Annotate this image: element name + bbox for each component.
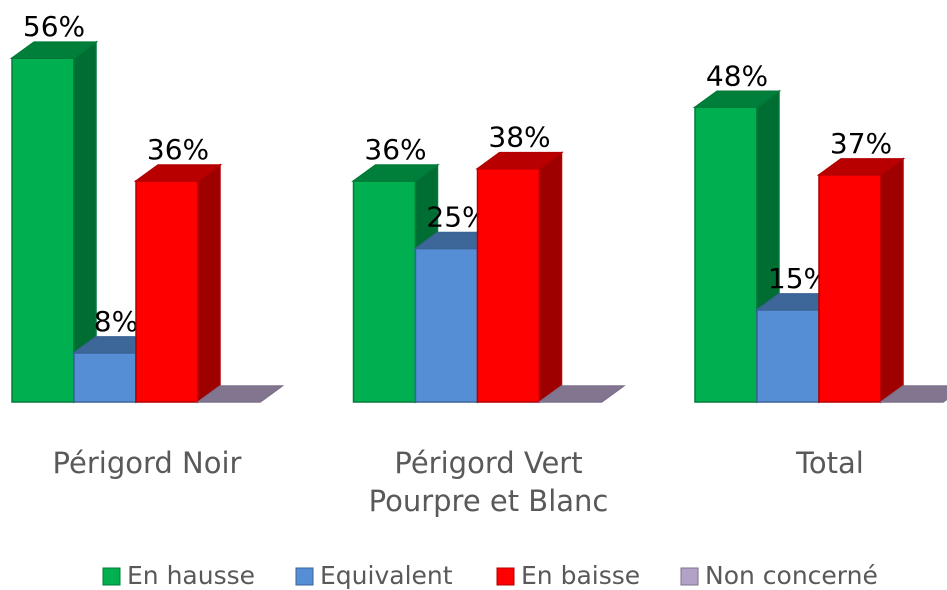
bar-top: [816, 158, 906, 176]
bar-front: [11, 57, 75, 403]
bar-front: [818, 174, 882, 403]
legend-swatch: [295, 567, 314, 586]
bar-top: [351, 164, 440, 182]
data-label: 48%: [706, 59, 768, 92]
legend-swatch: [102, 567, 121, 586]
bar-top: [537, 385, 626, 403]
legend-label: En baisse: [521, 561, 640, 590]
data-label: 38%: [488, 121, 550, 154]
legend-swatch: [680, 567, 699, 586]
legend-label: Non concerné: [705, 561, 878, 590]
data-label: 36%: [364, 133, 426, 166]
bar-side: [880, 157, 904, 404]
bar-side: [197, 163, 221, 404]
data-label: 36%: [147, 133, 209, 166]
data-label: 56%: [23, 10, 85, 43]
bar-top: [878, 385, 947, 403]
category-label: Périgord Vert Pourpre et Blanc: [368, 446, 609, 518]
category-label: Périgord Noir: [52, 446, 242, 480]
bar-top: [195, 385, 285, 403]
bar-front: [694, 106, 758, 403]
category-label: Total: [796, 446, 864, 480]
legend-label: Equivalent: [320, 561, 453, 590]
legend-swatch: [496, 567, 515, 586]
legend-label: En hausse: [127, 561, 255, 590]
data-label: 8%: [94, 305, 138, 338]
bar-top: [9, 41, 99, 59]
bar-front: [414, 247, 479, 403]
bar-front: [476, 167, 541, 403]
bar-top: [692, 90, 782, 109]
data-label: 37%: [830, 127, 892, 160]
bar-front: [135, 180, 199, 403]
bar-top: [475, 151, 564, 170]
bar-front: [352, 180, 417, 403]
bar-front: [756, 309, 820, 403]
bar-top: [133, 164, 223, 182]
bar-side: [538, 151, 563, 404]
bar-front: [73, 352, 137, 403]
